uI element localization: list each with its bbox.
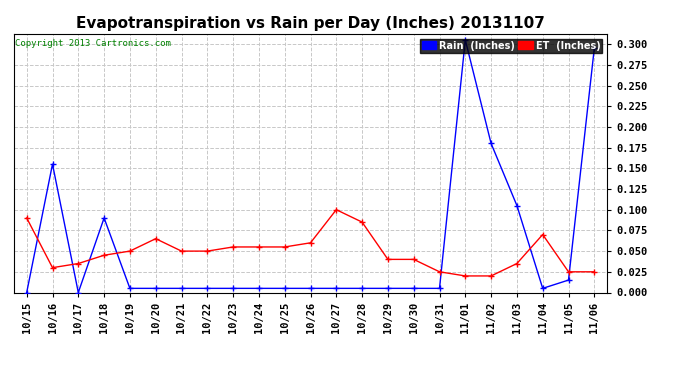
Text: Copyright 2013 Cartronics.com: Copyright 2013 Cartronics.com <box>15 39 171 48</box>
Title: Evapotranspiration vs Rain per Day (Inches) 20131107: Evapotranspiration vs Rain per Day (Inch… <box>76 16 545 31</box>
Legend: Rain  (Inches), ET  (Inches): Rain (Inches), ET (Inches) <box>420 39 602 53</box>
